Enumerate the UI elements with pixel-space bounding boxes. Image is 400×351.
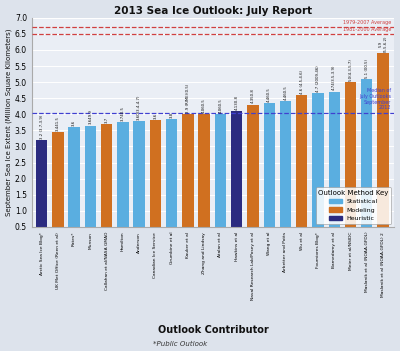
Text: 4.460.5: 4.460.5 (284, 85, 288, 100)
Text: 4.74(3.5-3.9): 4.74(3.5-3.9) (332, 65, 336, 91)
Text: 4.6 (4.5-4.6): 4.6 (4.5-4.6) (300, 70, 304, 94)
Text: 3.8: 3.8 (170, 112, 174, 118)
Text: 4.7 (2009-46): 4.7 (2009-46) (316, 65, 320, 92)
Bar (215, 114, 226, 243)
Bar (134, 121, 145, 243)
Bar (101, 124, 112, 243)
Bar (68, 127, 80, 243)
Text: 3.60(3.4-4.7): 3.60(3.4-4.7) (137, 94, 141, 120)
Bar (150, 120, 161, 243)
Text: 4.060.5: 4.060.5 (218, 98, 222, 113)
Bar (345, 82, 356, 243)
Text: 3.6: 3.6 (154, 113, 158, 119)
Bar (264, 103, 275, 243)
Bar (182, 114, 194, 243)
X-axis label: Outlook Contributor: Outlook Contributor (158, 325, 268, 335)
Text: 5.1 (00.5): 5.1 (00.5) (365, 59, 369, 78)
Bar (296, 95, 308, 243)
Bar (328, 92, 340, 243)
Bar (198, 114, 210, 243)
Text: 4.350.8: 4.350.8 (251, 88, 255, 103)
Text: 3.7: 3.7 (105, 117, 109, 122)
Text: 4.060.5: 4.060.5 (202, 98, 206, 113)
Bar (247, 105, 259, 243)
Bar (231, 111, 242, 243)
Legend: Statistical, Modeling, Heuristic: Statistical, Modeling, Heuristic (316, 187, 391, 224)
Text: 4.130.8: 4.130.8 (235, 95, 239, 110)
Text: 3.6: 3.6 (72, 120, 76, 126)
Text: 3.740.5: 3.740.5 (121, 106, 125, 121)
Title: 2013 Sea Ice Outlook: July Report: 2013 Sea Ice Outlook: July Report (114, 6, 312, 15)
Bar (117, 122, 128, 243)
Text: 3.649.9: 3.649.9 (88, 110, 92, 124)
Text: 3.2 (3.7-3.9): 3.2 (3.7-3.9) (40, 114, 44, 139)
Text: Median of
July Outlooks
September
2012: Median of July Outlooks September 2012 (359, 88, 391, 111)
Text: 3.9 (RIME)(0.5): 3.9 (RIME)(0.5) (186, 84, 190, 113)
Text: 1981-2000 Average: 1981-2000 Average (343, 27, 391, 32)
Bar (85, 126, 96, 243)
Bar (312, 93, 324, 243)
Bar (280, 101, 291, 243)
Bar (52, 132, 64, 243)
Bar (36, 140, 47, 243)
Bar (166, 119, 177, 243)
Text: 4.460.5: 4.460.5 (267, 87, 271, 102)
Text: 3.441.5: 3.441.5 (56, 116, 60, 131)
Text: 5.9
(5.5-6.2): 5.9 (5.5-6.2) (379, 35, 387, 52)
Text: 5.0(4.3-5.7): 5.0(4.3-5.7) (348, 58, 352, 81)
Bar (361, 79, 372, 243)
Y-axis label: September Sea Ice Extent (Million Square Kilometers): September Sea Ice Extent (Million Square… (6, 28, 12, 216)
Bar (377, 53, 389, 243)
Text: 1979-2007 Average: 1979-2007 Average (343, 20, 391, 25)
Text: *Public Outlook: *Public Outlook (153, 342, 207, 347)
